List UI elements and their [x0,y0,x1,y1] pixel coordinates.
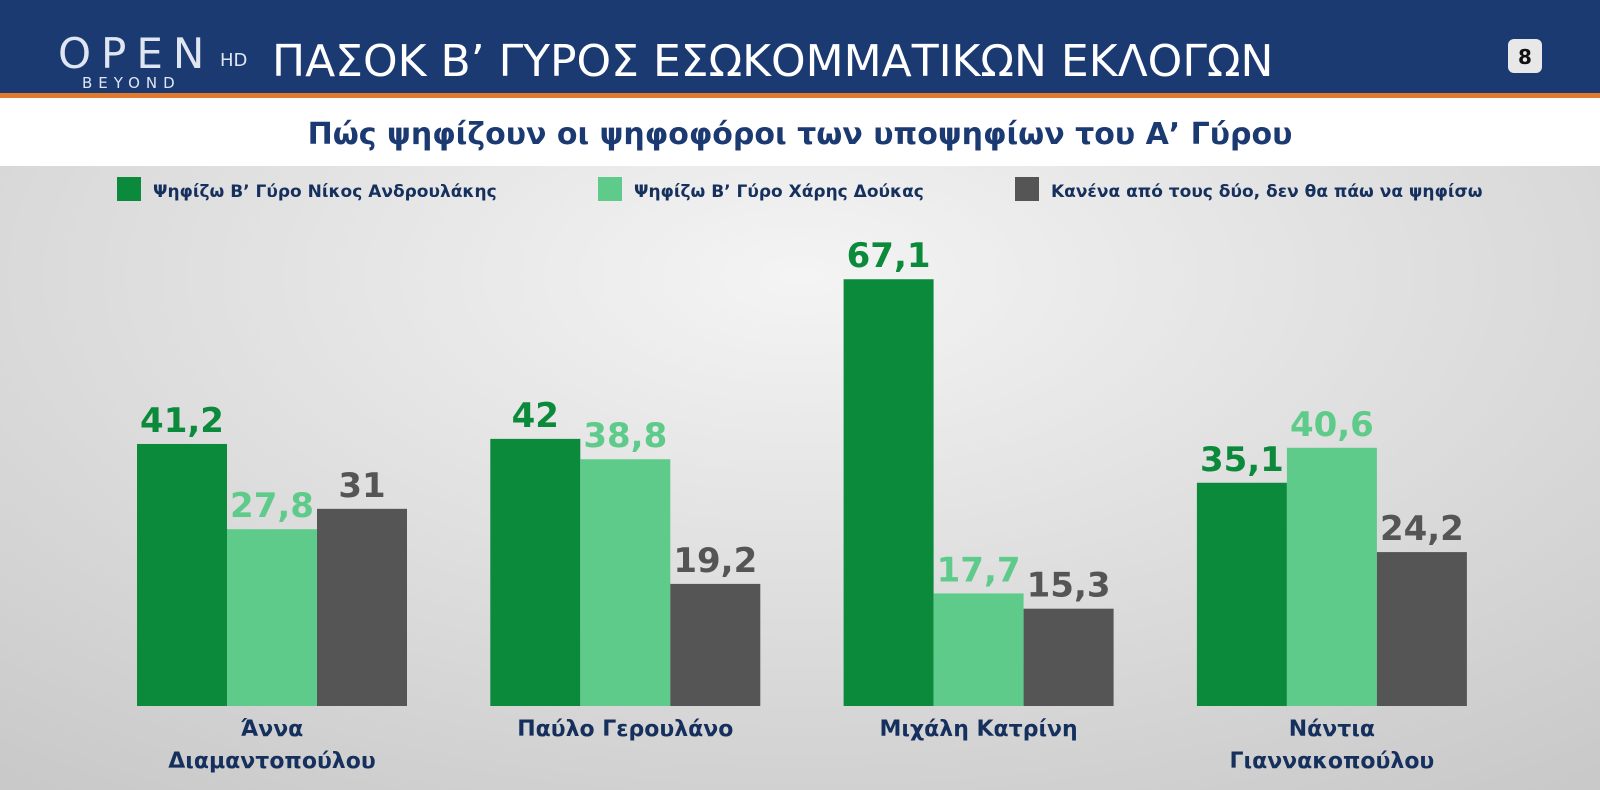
value-label: 41,2 [140,401,224,441]
value-label: 42 [512,396,559,436]
bar [1023,608,1114,706]
category-label: Μιχάλη Κατρίνη [879,717,1078,742]
bar [843,279,934,706]
bar [933,593,1024,706]
value-label: 19,2 [673,541,757,581]
bar [490,438,581,706]
value-label: 15,3 [1027,566,1111,606]
value-label: 27,8 [230,486,314,526]
value-label: 17,7 [937,550,1021,590]
legend-swatch [1015,177,1039,201]
subtitle-band [0,98,1600,166]
legend-label: Κανένα από τους δύο, δεν θα πάω να ψηφίσ… [1051,182,1483,202]
value-label: 38,8 [583,416,667,456]
value-label: 67,1 [847,236,931,276]
legend-label: Ψηφίζω Β’ Γύρο Χάρης Δούκας [634,182,924,202]
bar [580,459,671,706]
bar [227,529,317,706]
bar [317,508,407,706]
value-label: 31 [338,466,385,506]
bar [670,583,761,706]
value-label: 35,1 [1200,440,1284,480]
category-label: Παύλο Γερουλάνο [517,717,734,742]
logo: OPEN [58,29,214,78]
accent-line [0,93,1600,98]
category-label: Νάντια Γιαννακοπούλου [1229,717,1435,774]
legend-label: Ψηφίζω Β’ Γύρο Νίκος Ανδρουλάκης [153,182,497,202]
bar [137,443,227,706]
chart-subtitle: Πώς ψηφίζουν οι ψηφοφόροι των υποψηφίων … [308,117,1293,152]
top-bar [0,0,1600,96]
badge: 8 [1518,45,1532,69]
legend-swatch [117,177,141,201]
chart-title: ΠΑΣΟΚ Β’ ΓΥΡΟΣ ΕΣΩΚΟΜΜΑΤΙΚΩΝ ΕΚΛΟΓΩΝ [272,36,1273,87]
badge-box [1508,39,1542,73]
logo-sub: BEYOND [82,74,181,92]
value-label: 40,6 [1290,405,1374,445]
bar [1376,552,1467,706]
bar [1286,447,1377,706]
value-label: 24,2 [1380,509,1464,549]
logo-hd: HD [220,50,247,71]
category-label: Άννα Διαμαντοπούλου [168,717,376,774]
legend-swatch [598,177,622,201]
bar [1196,482,1287,706]
